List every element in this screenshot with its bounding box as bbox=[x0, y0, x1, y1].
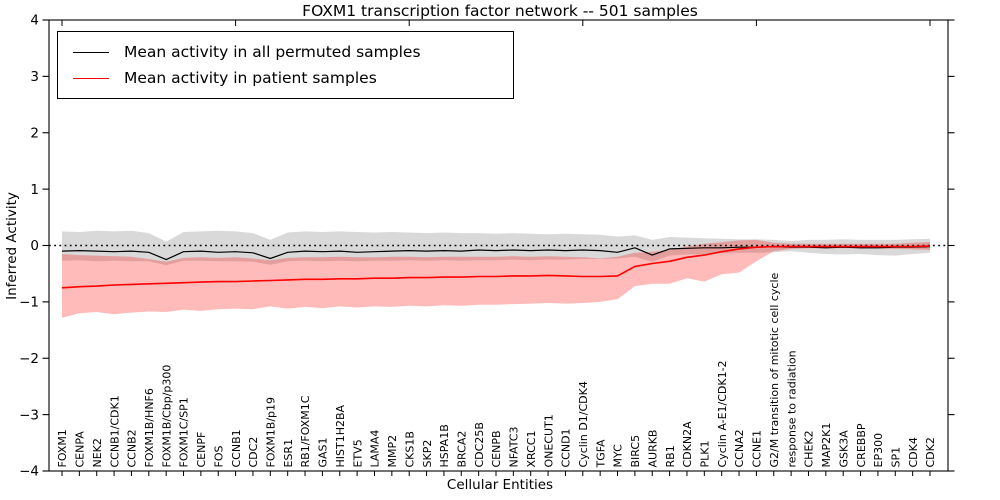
x-tick-label: Cyclin D1/CDK4 bbox=[577, 381, 590, 467]
legend-label-permuted: Mean activity in all permuted samples bbox=[124, 43, 421, 61]
x-tick-label: CCNA2 bbox=[733, 429, 746, 467]
x-tick-label: GAS1 bbox=[317, 437, 330, 467]
x-tick-label: FOXM1C/SP1 bbox=[178, 397, 191, 467]
x-tick-label: CENPA bbox=[74, 431, 87, 468]
y-tick-label: 3 bbox=[30, 69, 39, 85]
legend-line-sample-patient bbox=[73, 77, 109, 79]
x-tick-label: NFATC3 bbox=[508, 427, 521, 468]
permuted-confidence-band bbox=[62, 230, 930, 266]
x-tick-label: SKP2 bbox=[421, 440, 434, 468]
x-tick-label: ESR1 bbox=[282, 439, 295, 468]
x-tick-label: FOXM1B/p19 bbox=[265, 397, 278, 468]
x-tick-label: FOS bbox=[212, 446, 225, 468]
x-tick-label: CCNB1 bbox=[230, 429, 243, 467]
legend-entry-patient: Mean activity in patient samples bbox=[73, 65, 513, 91]
x-axis-label: Cellular Entities bbox=[446, 477, 554, 493]
y-tick-label: −2 bbox=[19, 351, 39, 367]
x-tick-label: CDC25B bbox=[473, 422, 486, 467]
y-tick-label: −1 bbox=[19, 295, 39, 311]
x-tick-label: Cyclin A-E1/CDK1-2 bbox=[716, 360, 729, 467]
x-tick-label: CDKN2A bbox=[681, 421, 694, 468]
x-tick-label: CENPB bbox=[490, 430, 503, 467]
patient-confidence-band bbox=[62, 239, 930, 318]
x-tick-label: CDC2 bbox=[247, 437, 260, 468]
x-tick-label: MYC bbox=[612, 444, 625, 468]
x-tick-label: MAP2K1 bbox=[820, 423, 833, 468]
legend: Mean activity in all permuted samples Me… bbox=[57, 31, 514, 99]
x-tick-label: GSK3A bbox=[837, 430, 850, 468]
y-tick-label: 2 bbox=[30, 125, 39, 141]
y-tick-label: −3 bbox=[19, 407, 39, 423]
x-tick-label: CKS1B bbox=[403, 431, 416, 467]
x-tick-label: CENPF bbox=[195, 432, 208, 468]
x-tick-label: RB1 bbox=[664, 445, 677, 467]
x-tick-label: LAMA4 bbox=[369, 430, 382, 468]
x-tick-label: AURKB bbox=[646, 430, 659, 468]
y-tick-label: −4 bbox=[19, 464, 39, 480]
x-tick-label: EP300 bbox=[872, 433, 885, 468]
x-tick-label: MMP2 bbox=[386, 435, 399, 468]
x-tick-label: HSPA1B bbox=[438, 424, 451, 467]
x-tick-label: CCNE1 bbox=[751, 430, 764, 468]
legend-label-patient: Mean activity in patient samples bbox=[124, 69, 377, 87]
x-tick-label: XRCC1 bbox=[525, 431, 538, 468]
legend-line-sample-permuted bbox=[73, 51, 109, 53]
chart-title: FOXM1 transcription factor network -- 50… bbox=[302, 2, 698, 20]
y-axis-label: Inferred Activity bbox=[4, 192, 20, 300]
x-tick-label: FOXM1 bbox=[56, 429, 69, 467]
y-tick-label: 4 bbox=[30, 13, 39, 29]
x-tick-label: BRCA2 bbox=[456, 431, 469, 468]
x-tick-label: ETV5 bbox=[351, 439, 364, 467]
x-tick-label: FOXM1B/HNF6 bbox=[143, 388, 156, 467]
x-tick-label: CDK4 bbox=[907, 437, 920, 467]
x-tick-label: NEK2 bbox=[91, 438, 104, 467]
x-tick-label: response to radiation bbox=[785, 350, 798, 467]
x-tick-label: CCND1 bbox=[560, 428, 573, 467]
legend-entry-permuted: Mean activity in all permuted samples bbox=[73, 39, 513, 65]
x-tick-label: TGFA bbox=[594, 439, 607, 469]
x-tick-label: CDK2 bbox=[924, 437, 937, 467]
x-tick-label: FOXM1B/Cbp/p300 bbox=[160, 365, 173, 468]
x-tick-label: CCNB1/CDK1 bbox=[108, 395, 121, 467]
x-tick-label: CCNB2 bbox=[126, 429, 139, 467]
x-tick-label: G2/M transition of mitotic cell cycle bbox=[768, 272, 781, 467]
x-tick-label: PLK1 bbox=[699, 441, 712, 468]
y-tick-label: 0 bbox=[30, 238, 39, 254]
x-tick-label: CHEK2 bbox=[803, 430, 816, 467]
x-tick-label: RB1/FOXM1C bbox=[299, 395, 312, 467]
x-tick-label: SP1 bbox=[890, 447, 903, 468]
patient-mean-line bbox=[61, 245, 931, 289]
x-tick-label: CREBBP bbox=[855, 423, 868, 467]
x-tick-label: HIST1H2BA bbox=[334, 404, 347, 467]
x-tick-label: ONECUT1 bbox=[542, 414, 555, 467]
x-tick-label: BIRC5 bbox=[629, 435, 642, 468]
y-tick-label: 1 bbox=[30, 182, 39, 198]
